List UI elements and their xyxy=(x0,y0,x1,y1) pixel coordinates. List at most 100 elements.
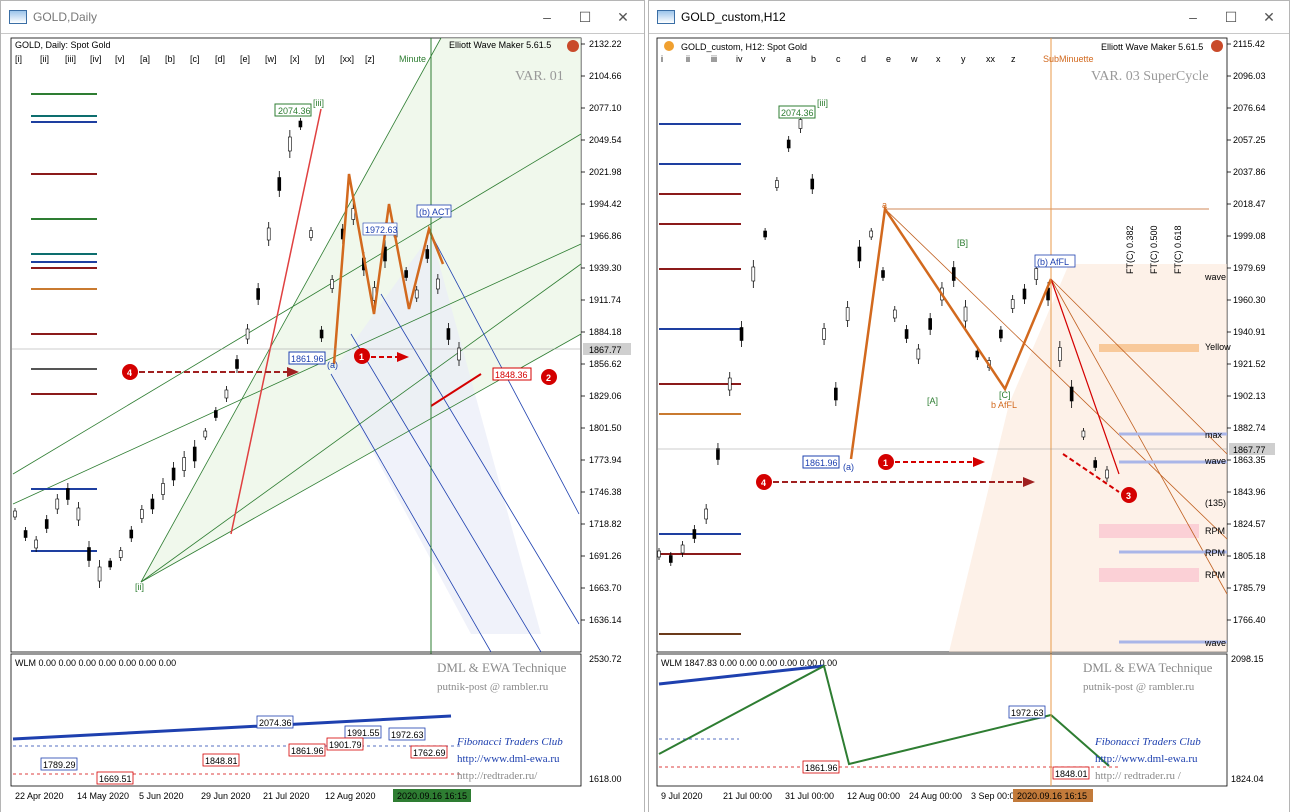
close-icon: ✕ xyxy=(1263,8,1275,25)
sub-value-label: 1848.81 xyxy=(205,756,238,766)
price-tick-label: 1939.30 xyxy=(589,263,622,273)
wave-degree-button-6[interactable]: [a] xyxy=(140,54,150,64)
price-candle-body xyxy=(161,483,165,495)
wave-degree-button-15[interactable]: z xyxy=(1011,54,1016,64)
right-edge-tag: Yellow xyxy=(1205,342,1231,352)
right-chart-area[interactable]: GOLD_custom, H12: Spot Gold Elliott Wave… xyxy=(649,33,1289,812)
wave-degree-button-7[interactable]: b xyxy=(811,54,816,64)
wave-degree-button-6[interactable]: a xyxy=(786,54,791,64)
sub-value-label: 1901.79 xyxy=(329,740,362,750)
price-candle-body xyxy=(108,560,112,568)
wave-degree-button-3[interactable]: [iii] xyxy=(65,54,76,64)
wave-degree-button-5[interactable]: [v] xyxy=(115,54,125,64)
price-candle-body xyxy=(266,227,271,241)
fan-line xyxy=(140,263,582,583)
close-button[interactable]: ✕ xyxy=(609,5,637,29)
price-candle-body xyxy=(171,467,176,481)
price-candle-body xyxy=(192,446,197,462)
price-candle-body xyxy=(457,347,461,361)
wave-degree-button-9[interactable]: d xyxy=(861,54,866,64)
date-tick-label: 5 Jun 2020 xyxy=(139,791,184,801)
wave-degree-button-12[interactable]: x xyxy=(936,54,941,64)
wave-degree-button-4[interactable]: iv xyxy=(736,54,743,64)
sub-value-box xyxy=(410,745,448,759)
wave-degree-button-8[interactable]: c xyxy=(836,54,841,64)
right-cursor-date: 2020.09.16 16:15 xyxy=(1017,791,1087,801)
sub-value-label: 1848.01 xyxy=(1055,769,1088,779)
right-arrow-1-head xyxy=(973,457,985,467)
sub-value-label: 1991.55 xyxy=(347,728,380,738)
maximize-button[interactable]: ☐ xyxy=(1217,5,1245,29)
wave-degree-button-15[interactable]: [z] xyxy=(365,54,375,64)
sub-value-label: 1972.63 xyxy=(1011,708,1044,718)
wave-degree-button-13[interactable]: y xyxy=(961,54,966,64)
close-button[interactable]: ✕ xyxy=(1255,5,1283,29)
price-candle-body xyxy=(810,178,815,190)
price-candle-body xyxy=(1093,460,1098,468)
wave-degree-button-8[interactable]: [c] xyxy=(190,54,200,64)
sub-value-box xyxy=(802,760,840,774)
date-tick-label: 3 Sep 00:00 xyxy=(971,791,1020,801)
wave-degree-button-1[interactable]: [i] xyxy=(15,54,22,64)
left-arrow-1-head xyxy=(397,352,409,362)
right-sub-scale-bottom: 1824.04 xyxy=(1231,774,1264,784)
right-variant-label: VAR. 03 SuperCycle xyxy=(1091,69,1209,84)
right-wave-C-label: [C] xyxy=(999,390,1011,400)
wave-degree-button-10[interactable]: e xyxy=(886,54,891,64)
left-chart-svg[interactable]: GOLD, Daily: Spot Gold Elliott Wave Make… xyxy=(1,34,644,812)
wave-degree-button-5[interactable]: v xyxy=(761,54,766,64)
right-edge-tag: (135) xyxy=(1205,498,1226,508)
symbol-gear-icon[interactable] xyxy=(664,41,674,51)
right-wave-a-small-label: a xyxy=(882,200,887,210)
wave-degree-button-14[interactable]: xx xyxy=(986,54,996,64)
wave-degree-button-4[interactable]: [iv] xyxy=(90,54,102,64)
sub-value-box xyxy=(326,737,364,751)
left-sub-scale-bottom: 1618.00 xyxy=(589,774,622,784)
wave-degree-button-3[interactable]: iii xyxy=(711,54,717,64)
left-title-bar[interactable]: GOLD,Daily – ☐ ✕ xyxy=(1,1,644,33)
price-tick-label: 2096.03 xyxy=(1233,71,1266,81)
wave-degree-button-1[interactable]: i xyxy=(661,54,663,64)
right-chart-svg[interactable]: GOLD_custom, H12: Spot Gold Elliott Wave… xyxy=(649,34,1289,812)
left-current-price-box xyxy=(583,343,631,355)
left-marker-4 xyxy=(122,364,138,380)
price-candle-body xyxy=(786,139,791,149)
wave-degree-button-11[interactable]: w xyxy=(910,54,918,64)
wave-degree-button-12[interactable]: [x] xyxy=(290,54,300,64)
minimize-button[interactable]: – xyxy=(533,5,561,29)
price-candle-body xyxy=(414,289,419,299)
price-candle-body xyxy=(44,519,49,529)
price-candle-body xyxy=(834,387,838,401)
wave-degree-button-11[interactable]: [w] xyxy=(265,54,277,64)
wave-degree-button-9[interactable]: [d] xyxy=(215,54,225,64)
wave-degree-button-2[interactable]: [ii] xyxy=(40,54,49,64)
price-tick-label: 2076.64 xyxy=(1233,103,1266,113)
indicator-badge-icon[interactable] xyxy=(1211,40,1223,52)
wave-degree-button-10[interactable]: [e] xyxy=(240,54,250,64)
minimize-button[interactable]: – xyxy=(1179,5,1207,29)
wave-degree-button-14[interactable]: [xx] xyxy=(340,54,354,64)
maximize-button[interactable]: ☐ xyxy=(571,5,599,29)
left-sub-scale-top: 2530.72 xyxy=(589,654,622,664)
price-tick-label: 2021.98 xyxy=(589,167,622,177)
indicator-badge-icon[interactable] xyxy=(567,40,579,52)
right-chart-window[interactable]: GOLD_custom,H12 – ☐ ✕ GOLD_custom, H12: … xyxy=(648,0,1290,812)
price-candle-body xyxy=(1105,469,1109,479)
wave-degree-button-13[interactable]: [y] xyxy=(315,54,325,64)
date-tick-label: 14 May 2020 xyxy=(77,791,129,801)
price-tick-label: 1921.52 xyxy=(1233,359,1266,369)
price-candle-body xyxy=(76,507,81,521)
left-chart-window[interactable]: GOLD,Daily – ☐ ✕ GOLD, Daily: Spot Gold … xyxy=(0,0,645,812)
right-sub-scale-top: 2098.15 xyxy=(1231,654,1264,664)
right-credit-2: putnik-post @ rambler.ru xyxy=(1083,681,1195,693)
right-title-bar[interactable]: GOLD_custom,H12 – ☐ ✕ xyxy=(649,1,1289,33)
left-fan-fill xyxy=(141,38,581,582)
price-tick-label: 1863.35 xyxy=(1233,455,1266,465)
left-mid-price: 1972.63 xyxy=(365,225,398,235)
right-top-price: 2074.36 xyxy=(781,108,814,118)
wave-degree-button-2[interactable]: ii xyxy=(686,54,690,64)
wave-degree-button-7[interactable]: [b] xyxy=(165,54,175,64)
left-variant-label: VAR. 01 xyxy=(515,69,564,84)
left-chart-area[interactable]: GOLD, Daily: Spot Gold Elliott Wave Make… xyxy=(1,33,644,812)
price-candle-body xyxy=(857,246,862,262)
